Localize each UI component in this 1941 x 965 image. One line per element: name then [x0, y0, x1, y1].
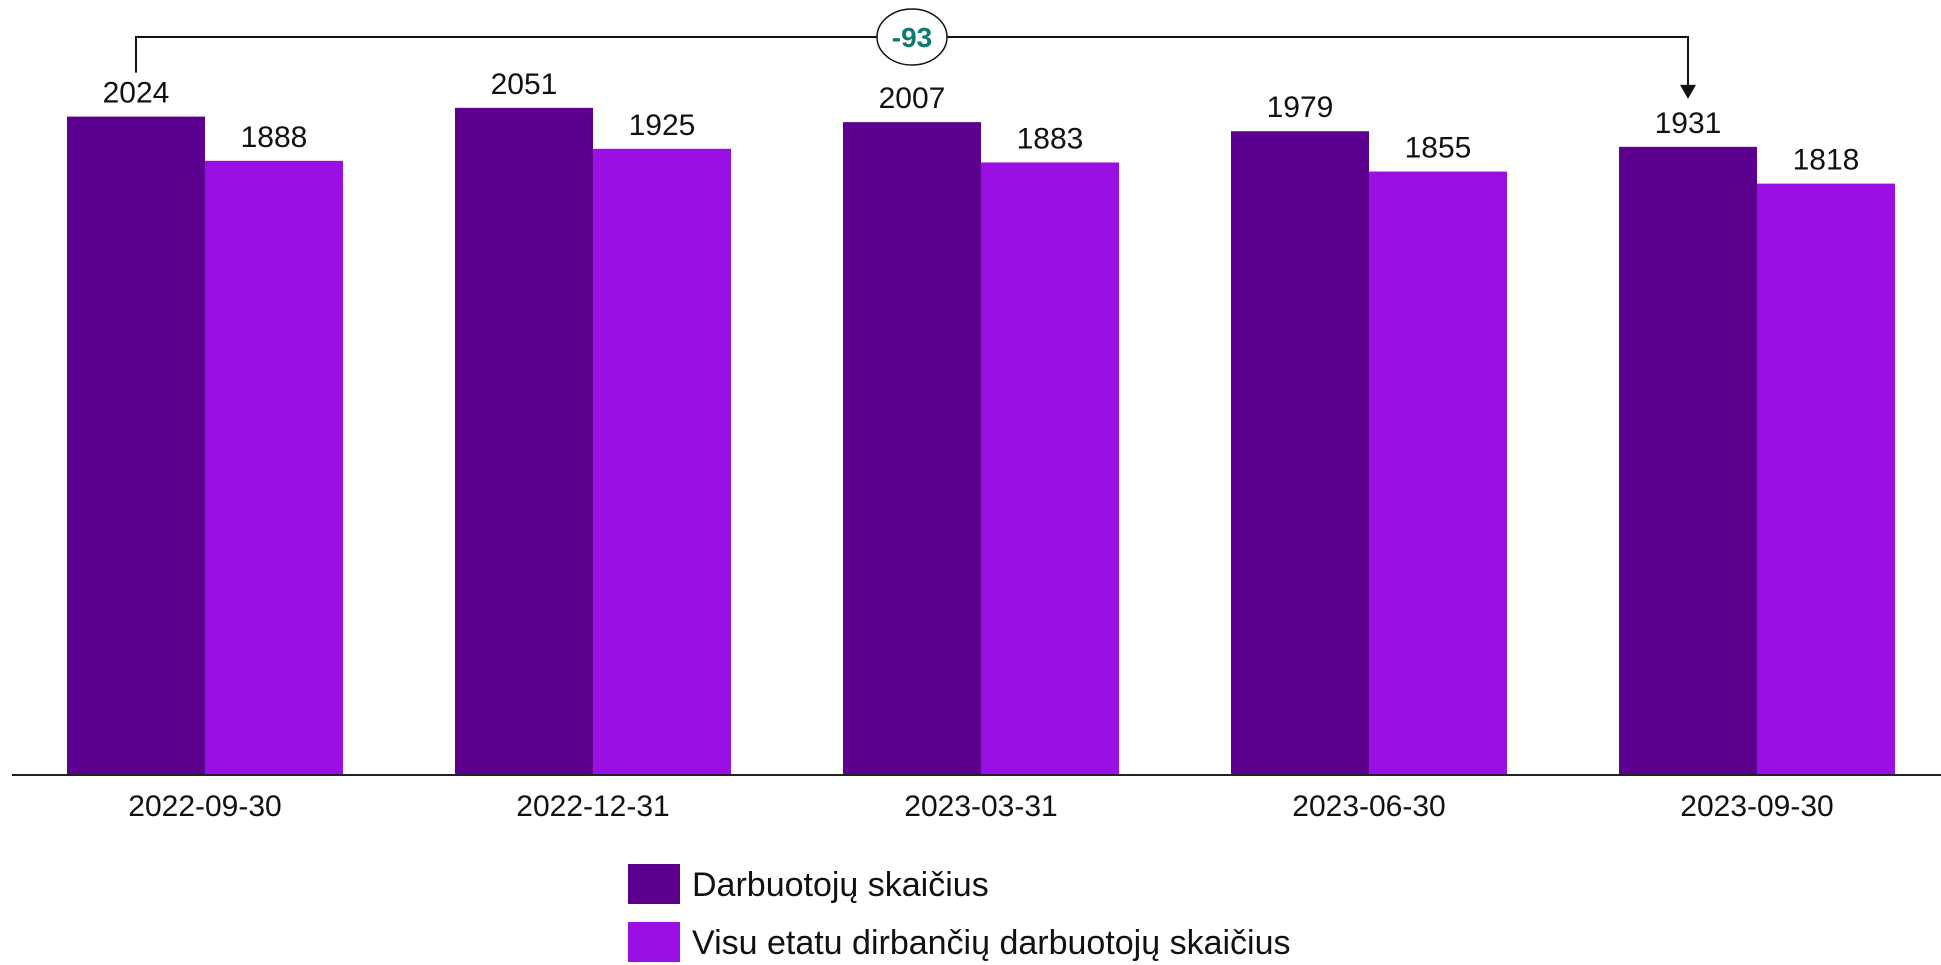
bar-visu-etatu-2023-06-30 — [1369, 171, 1507, 776]
x-tick-labels: 2022-09-30 2022-12-31 2023-03-31 2023-06-30… — [128, 790, 1833, 823]
data-label: 1888 — [241, 121, 308, 154]
legend-swatch — [628, 922, 680, 962]
x-tick-label: 2022-09-30 — [128, 790, 281, 823]
data-label: 1883 — [1017, 122, 1084, 155]
legend-label: Darbuotojų skaičius — [692, 866, 989, 904]
x-tick-label: 2023-03-31 — [904, 790, 1057, 823]
bar-darbuotoju-2022-12-31 — [455, 107, 593, 776]
data-label: 2024 — [103, 77, 170, 110]
annotation-badge — [876, 8, 948, 66]
bar-visu-etatu-2023-09-30 — [1757, 183, 1895, 775]
bar-darbuotoju-2023-03-31 — [843, 122, 981, 775]
data-label: 2051 — [491, 68, 558, 101]
bar-visu-etatu-2023-03-31 — [981, 162, 1119, 776]
x-tick-label: 2022-12-31 — [516, 790, 669, 823]
bar-darbuotoju-2023-09-30 — [1619, 146, 1757, 775]
data-label: 1931 — [1655, 107, 1722, 140]
difference-annotation: -93 — [135, 8, 1696, 99]
x-tick-label: 2023-06-30 — [1292, 790, 1445, 823]
data-label: 1979 — [1267, 91, 1334, 124]
data-label: 1818 — [1793, 144, 1860, 177]
legend: Darbuotojų skaičius Visu etatu dirbančių … — [628, 864, 1291, 962]
bar-visu-etatu-2022-12-31 — [593, 148, 731, 776]
bar-darbuotoju-2022-09-30 — [67, 116, 205, 776]
legend-swatch — [628, 864, 680, 904]
legend-label: Visu etatu dirbančių darbuotojų skaičius — [692, 924, 1291, 962]
data-label: 1925 — [629, 109, 696, 142]
annotation-arrow-head — [1680, 84, 1696, 99]
data-labels-layer: 2024 1888 2051 1925 2007 1883 1979 1855 1931 1818 — [103, 68, 1860, 177]
bars-layer — [67, 107, 1895, 776]
bar-darbuotoju-2023-06-30 — [1231, 131, 1369, 775]
annotation-value: -93 — [892, 22, 932, 53]
bar-visu-etatu-2022-09-30 — [205, 160, 343, 775]
data-label: 2007 — [879, 82, 946, 115]
x-tick-label: 2023-09-30 — [1680, 790, 1833, 823]
data-label: 1855 — [1405, 132, 1472, 165]
